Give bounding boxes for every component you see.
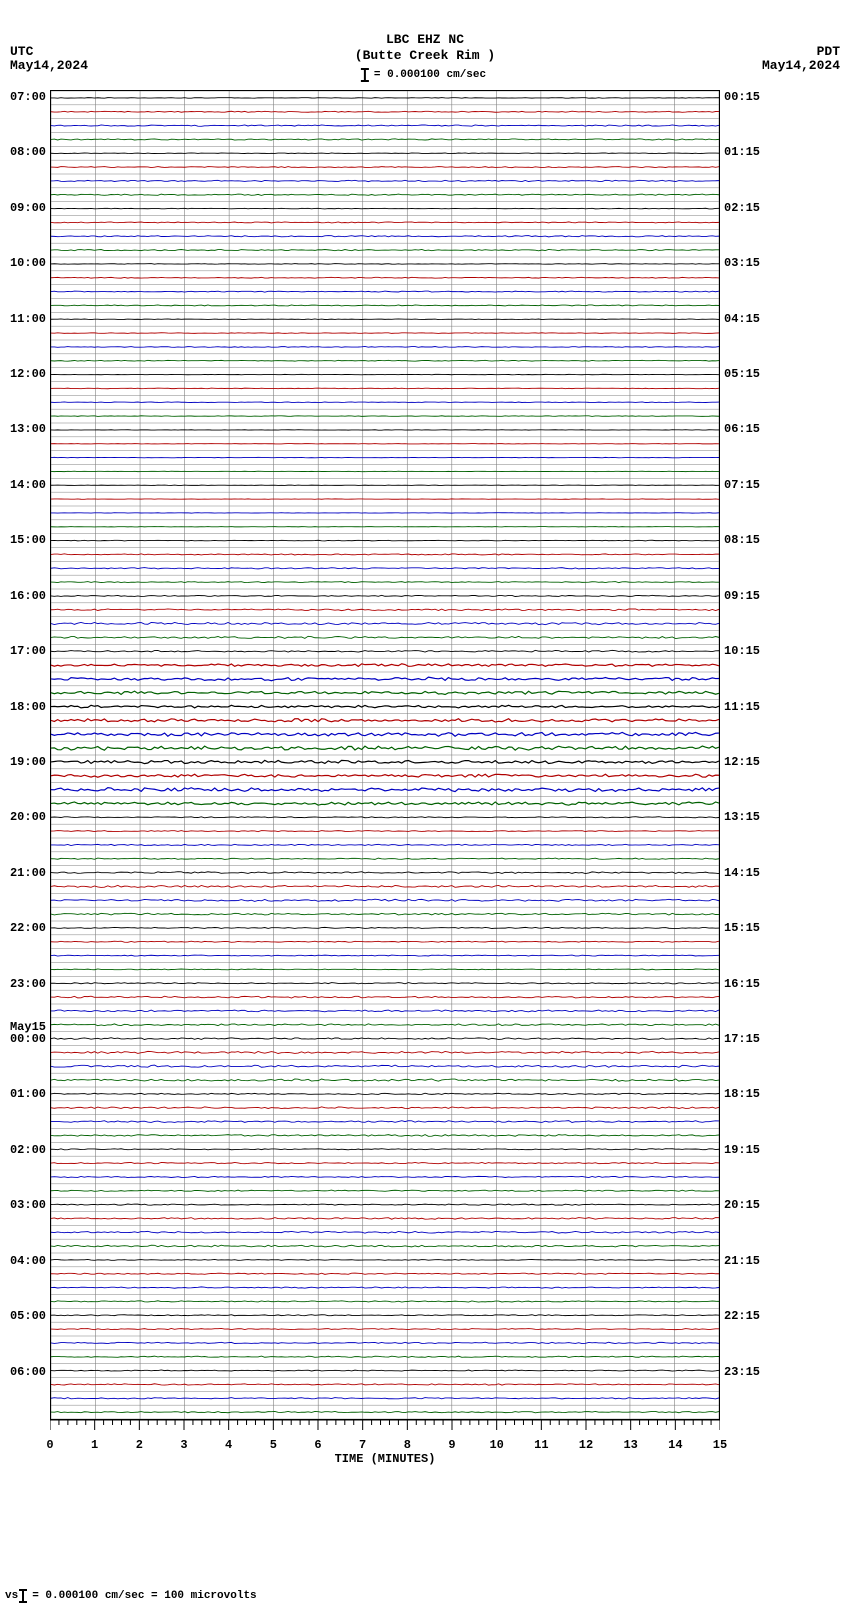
right-time-label: 00:15: [724, 90, 760, 104]
footer-text: = 0.000100 cm/sec = 100 microvolts: [32, 1590, 256, 1602]
station-title: LBC EHZ NC: [386, 32, 464, 47]
right-time-label: 23:15: [724, 1365, 760, 1379]
x-axis: TIME (MINUTES) 0123456789101112131415: [50, 1420, 720, 1470]
left-time-label: 09:00: [10, 201, 46, 215]
right-time-label: 12:15: [724, 755, 760, 769]
x-tick-label: 15: [713, 1438, 727, 1452]
left-time-label: 15:00: [10, 533, 46, 547]
right-time-label: 11:15: [724, 700, 760, 714]
right-time-label: 15:15: [724, 921, 760, 935]
x-tick-label: 8: [404, 1438, 411, 1452]
scale-text: = 0.000100 cm/sec: [374, 69, 486, 81]
x-tick-label: 7: [359, 1438, 366, 1452]
x-tick-label: 12: [579, 1438, 593, 1452]
station-subtitle: (Butte Creek Rim ): [355, 48, 495, 63]
x-axis-title: TIME (MINUTES): [335, 1452, 436, 1466]
footer: vs = 0.000100 cm/sec = 100 microvolts: [5, 1589, 257, 1603]
plot-svg: [51, 91, 719, 1419]
left-time-label: 12:00: [10, 367, 46, 381]
left-time-label: 14:00: [10, 478, 46, 492]
x-tick-label: 5: [270, 1438, 277, 1452]
header: LBC EHZ NC (Butte Creek Rim ) = 0.000100…: [0, 0, 850, 80]
right-time-label: 10:15: [724, 644, 760, 658]
scale-bar-icon: [364, 68, 366, 82]
right-time-label: 14:15: [724, 866, 760, 880]
right-time-label: 13:15: [724, 810, 760, 824]
left-time-label: 13:00: [10, 422, 46, 436]
x-tick-label: 13: [623, 1438, 637, 1452]
left-time-label: 01:00: [10, 1087, 46, 1101]
right-time-label: 06:15: [724, 422, 760, 436]
x-tick-label: 0: [46, 1438, 53, 1452]
tz-left: UTC: [10, 44, 33, 59]
right-time-label: 18:15: [724, 1087, 760, 1101]
right-time-label: 01:15: [724, 145, 760, 159]
right-time-label: 16:15: [724, 977, 760, 991]
scale-bar-icon: [22, 1589, 24, 1603]
date-left: May14,2024: [10, 58, 88, 73]
right-time-labels: 00:15 01:15 02:15 03:15 04:15 05:15 06:15 07:15…: [722, 90, 850, 1420]
right-time-label: 20:15: [724, 1198, 760, 1212]
right-time-label: 09:15: [724, 589, 760, 603]
left-time-label: 06:00: [10, 1365, 46, 1379]
left-time-label: 19:00: [10, 755, 46, 769]
date-right: May14,2024: [762, 58, 840, 73]
left-time-label: 16:00: [10, 589, 46, 603]
x-axis-ticks: [50, 1420, 720, 1440]
left-time-label: 07:00: [10, 90, 46, 104]
right-time-label: 19:15: [724, 1143, 760, 1157]
left-time-label: 00:00: [10, 1032, 46, 1046]
right-time-label: 17:15: [724, 1032, 760, 1046]
x-tick-label: 4: [225, 1438, 232, 1452]
right-time-label: 02:15: [724, 201, 760, 215]
x-tick-label: 9: [448, 1438, 455, 1452]
x-tick-label: 10: [489, 1438, 503, 1452]
x-tick-label: 2: [136, 1438, 143, 1452]
left-time-label: 21:00: [10, 866, 46, 880]
x-tick-label: 1: [91, 1438, 98, 1452]
helicorder-plot: [50, 90, 720, 1420]
tz-right: PDT: [817, 44, 840, 59]
right-time-label: 05:15: [724, 367, 760, 381]
right-time-label: 21:15: [724, 1254, 760, 1268]
left-time-label: 08:00: [10, 145, 46, 159]
left-time-label: 03:00: [10, 1198, 46, 1212]
left-time-label: 22:00: [10, 921, 46, 935]
right-time-label: 07:15: [724, 478, 760, 492]
right-time-label: 22:15: [724, 1309, 760, 1323]
left-time-label: 11:00: [10, 312, 46, 326]
left-time-label: 20:00: [10, 810, 46, 824]
left-time-label: 17:00: [10, 644, 46, 658]
left-time-label: 05:00: [10, 1309, 46, 1323]
x-tick-label: 11: [534, 1438, 548, 1452]
left-time-label: 04:00: [10, 1254, 46, 1268]
left-time-label: 02:00: [10, 1143, 46, 1157]
right-time-label: 04:15: [724, 312, 760, 326]
right-time-label: 08:15: [724, 533, 760, 547]
left-time-label: 18:00: [10, 700, 46, 714]
left-time-label: 10:00: [10, 256, 46, 270]
left-time-label: 23:00: [10, 977, 46, 991]
right-time-label: 03:15: [724, 256, 760, 270]
x-tick-label: 3: [180, 1438, 187, 1452]
x-tick-label: 14: [668, 1438, 682, 1452]
footer-prefix: vs: [5, 1590, 18, 1602]
left-time-labels: 07:00 08:00 09:00 10:00 11:00 12:00 13:00 14:00…: [0, 90, 48, 1420]
scale-label: = 0.000100 cm/sec: [364, 68, 486, 82]
x-tick-label: 6: [314, 1438, 321, 1452]
